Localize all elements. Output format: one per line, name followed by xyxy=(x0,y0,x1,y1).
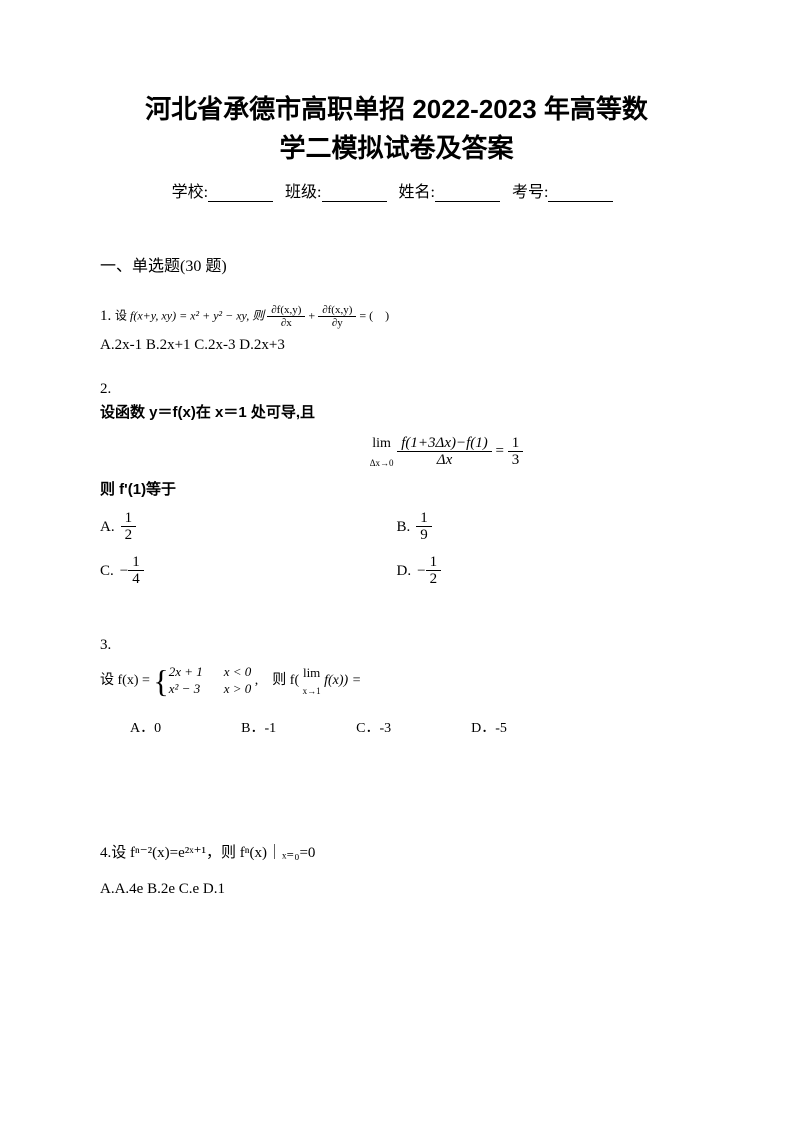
q2-d-frac: 12 xyxy=(426,554,442,588)
q3-p2-cond: x > 0 xyxy=(224,681,252,698)
section-header: 一、单选题(30 题) xyxy=(100,252,693,276)
q3-lim-operator: lim x→1 xyxy=(303,663,321,698)
q1-stem: 设 f(x+y, xy) = x² + y² − xy, 则 ∂f(x,y)∂x… xyxy=(115,304,389,329)
q3-option-c: C．-3 xyxy=(356,718,391,740)
q2-a-label: A. xyxy=(100,515,115,539)
q3-option-b: B．-1 xyxy=(241,718,276,740)
q3-stem-fx: f(x)) = xyxy=(324,673,361,688)
question-1: 1. 设 f(x+y, xy) = x² + y² − xy, 则 ∂f(x,y… xyxy=(100,304,693,357)
document-title: 河北省承德市高职单招 2022-2023 年高等数 学二模拟试卷及答案 xyxy=(100,90,693,168)
exam-no-blank[interactable] xyxy=(548,184,613,202)
q2-option-a: A. 12 xyxy=(100,510,397,544)
question-3: 3. 设 f(x) = { 2x + 1x < 0 x² − 3x > 0 , … xyxy=(100,633,693,741)
name-blank[interactable] xyxy=(435,184,500,202)
q2-c-label: C. xyxy=(100,559,114,583)
q2-lim-frac: f(1+3Δx)−f(1) Δx xyxy=(397,435,492,469)
q2-option-c: C. − 14 xyxy=(100,554,397,588)
school-label: 学校: xyxy=(172,184,208,201)
q2-rhs-frac: 1 3 xyxy=(508,435,524,469)
q3-p1-cond: x < 0 xyxy=(224,664,252,681)
q3-option-a: A．0 xyxy=(130,718,161,740)
school-blank[interactable] xyxy=(208,184,273,202)
class-blank[interactable] xyxy=(322,184,387,202)
q2-lim-den: Δx xyxy=(397,452,492,469)
q2-stem-2: 则 f'(1)等于 xyxy=(100,478,693,502)
q2-a-num: 1 xyxy=(121,510,137,528)
title-line-1: 河北省承德市高职单招 2022-2023 年高等数 xyxy=(100,90,693,129)
q3-options: A．0 B．-1 C．-3 D．-5 xyxy=(100,718,693,740)
q3-number: 3. xyxy=(100,633,693,657)
q3-p2-expr: x² − 3 xyxy=(169,681,224,698)
q2-c-neg: − xyxy=(120,559,128,583)
q1-stem-func: f(x+y, xy) = x² + y² − xy, 则 xyxy=(130,308,267,322)
q2-stem-1: 设函数 y＝f(x)在 x＝1 处可导,且 xyxy=(100,401,693,425)
q3-brace: { xyxy=(153,665,168,697)
q2-options: A. 12 B. 19 C. − 14 D. − 12 xyxy=(100,510,693,598)
q1-stem-prefix: 设 xyxy=(115,308,130,322)
q2-limit: lim Δx→0 f(1+3Δx)−f(1) Δx = 1 3 xyxy=(200,433,693,470)
q3-lim-label: lim xyxy=(303,663,321,684)
q2-option-d: D. − 12 xyxy=(397,554,694,588)
q2-lim-sub: Δx→0 xyxy=(370,456,394,470)
q2-lim-eq: = xyxy=(496,443,508,459)
q3-lim-sub: x→1 xyxy=(303,684,321,698)
q2-c-num: 1 xyxy=(128,554,144,572)
q2-lim-operator: lim Δx→0 xyxy=(370,433,394,470)
title-line-2: 学二模拟试卷及答案 xyxy=(100,129,693,168)
q3-p1-expr: 2x + 1 xyxy=(169,664,224,681)
q1-options: A.2x-1 B.2x+1 C.2x-3 D.2x+3 xyxy=(100,333,693,357)
exam-no-label: 考号: xyxy=(512,184,548,201)
q3-stem-suffix: , 则 f( xyxy=(255,673,299,688)
q3-option-d: D．-5 xyxy=(471,718,507,740)
q2-lim-label: lim xyxy=(370,433,394,455)
q2-a-frac: 12 xyxy=(121,510,137,544)
q4-stem: 4.设 fⁿ⁻²(x)=e²ˣ⁺¹，则 fⁿ(x)｜ₓ₌₀=0 xyxy=(100,841,693,865)
q3-piecewise: { 2x + 1x < 0 x² − 3x > 0 xyxy=(153,664,251,698)
q2-d-neg: − xyxy=(417,559,425,583)
q2-a-den: 2 xyxy=(121,527,137,544)
q2-rhs-num: 1 xyxy=(508,435,524,453)
q2-b-label: B. xyxy=(397,515,411,539)
q1-partial-1: ∂f(x,y)∂x xyxy=(267,304,305,329)
q3-piece-content: 2x + 1x < 0 x² − 3x > 0 xyxy=(169,664,252,698)
q2-option-b: B. 19 xyxy=(397,510,694,544)
q3-piece-1: 2x + 1x < 0 xyxy=(169,664,252,681)
q3-piece-2: x² − 3x > 0 xyxy=(169,681,252,698)
q2-d-num: 1 xyxy=(426,554,442,572)
q4-options: A.A.4e B.2e C.e D.1 xyxy=(100,877,693,901)
student-info-row: 学校: 班级: 姓名: 考号: xyxy=(100,178,693,202)
q1-partial-2: ∂f(x,y)∂y xyxy=(318,304,356,329)
name-label: 姓名: xyxy=(399,184,435,201)
q2-lim-num: f(1+3Δx)−f(1) xyxy=(397,435,492,453)
question-2: 2. 设函数 y＝f(x)在 x＝1 处可导,且 lim Δx→0 f(1+3Δ… xyxy=(100,377,693,598)
q1-number: 1. xyxy=(100,308,111,324)
q2-number: 2. xyxy=(100,377,693,401)
q2-c-den: 4 xyxy=(128,571,144,588)
q2-b-frac: 19 xyxy=(416,510,432,544)
q2-rhs-den: 3 xyxy=(508,452,524,469)
q2-b-den: 9 xyxy=(416,527,432,544)
q2-c-frac: 14 xyxy=(128,554,144,588)
q2-d-label: D. xyxy=(397,559,412,583)
class-label: 班级: xyxy=(285,184,321,201)
q2-d-den: 2 xyxy=(426,571,442,588)
q2-b-num: 1 xyxy=(416,510,432,528)
q3-stem-prefix: 设 f(x) = xyxy=(100,673,153,688)
q3-stem: 设 f(x) = { 2x + 1x < 0 x² − 3x > 0 , 则 f… xyxy=(100,663,693,698)
question-4: 4.设 fⁿ⁻²(x)=e²ˣ⁺¹，则 fⁿ(x)｜ₓ₌₀=0 A.A.4e B… xyxy=(100,841,693,901)
